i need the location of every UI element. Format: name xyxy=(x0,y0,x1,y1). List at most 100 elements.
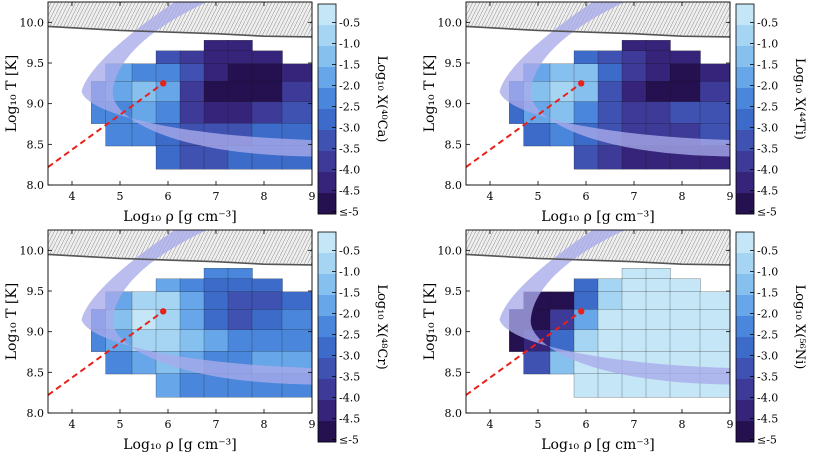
colorbar-frame xyxy=(735,3,755,215)
y-tick-label: 10.0 xyxy=(438,16,463,29)
colorbar-segment xyxy=(736,379,754,401)
contour-cell xyxy=(645,63,671,82)
contour-cell xyxy=(573,278,599,293)
contour-cell xyxy=(203,40,229,52)
dashed-line xyxy=(48,82,164,168)
nse-boundary-line xyxy=(48,25,312,38)
colorbar-segment xyxy=(736,130,754,152)
contour-cell xyxy=(573,309,599,331)
colorbar-segment xyxy=(318,337,336,359)
contour-cell xyxy=(669,101,701,124)
colorbar-segment xyxy=(736,253,754,275)
contour-cell xyxy=(573,50,599,65)
contour-cell xyxy=(227,268,253,280)
nse-boundary-line xyxy=(48,253,312,266)
contour-cell xyxy=(251,101,283,124)
contour-cell xyxy=(227,50,253,65)
colorbar-tick-label: -0.5 xyxy=(757,245,778,258)
plot-area xyxy=(48,2,312,170)
contour-cell xyxy=(179,63,205,82)
contour-cell xyxy=(203,101,229,124)
x-tick-label: 4 xyxy=(487,418,494,431)
x-tick-label: 6 xyxy=(583,190,590,203)
trajectory-band xyxy=(499,230,730,385)
colorbar-segment xyxy=(736,400,754,422)
x-tick-label: 7 xyxy=(213,418,220,431)
colorbar-segment xyxy=(736,172,754,194)
panel-top-right: 4 5 6 7 8 9 8.0 8.5 9.0 9.5 10.0 Log₁₀ ρ [g cm⁻³] Lo… xyxy=(422,1,807,225)
colorbar-segment xyxy=(318,232,336,254)
contour-cell xyxy=(621,278,647,293)
contour-cell xyxy=(179,329,205,352)
y-tick-label: 8.5 xyxy=(27,366,45,379)
x-tick-label: 5 xyxy=(535,418,542,431)
colorbar-tick-label: -3.0 xyxy=(757,122,778,135)
colorbar-segment xyxy=(318,274,336,296)
colorbar-label: Log₁₀ X(⁴⁸Cr) xyxy=(374,284,389,369)
axes-frame xyxy=(47,229,313,414)
contour-cell xyxy=(251,278,283,293)
axes-frame xyxy=(465,229,731,414)
x-tick-label: 5 xyxy=(535,190,542,203)
contour-cell xyxy=(155,50,181,65)
contour-cell xyxy=(523,123,551,147)
colorbar-frame xyxy=(317,231,337,443)
colorbar-tick-label: -1.5 xyxy=(339,287,360,300)
contour-cell xyxy=(597,329,623,352)
colorbar-tick-label: -4.0 xyxy=(339,164,360,177)
colorbar-segment xyxy=(318,400,336,422)
contour-cell xyxy=(281,329,312,352)
colorbar-segment xyxy=(318,172,336,194)
colorbar-tick-label: ≤-5 xyxy=(757,206,777,219)
contour-cell xyxy=(227,40,253,52)
contour-cell xyxy=(621,63,647,82)
contour-cell xyxy=(203,50,229,65)
contour-cell xyxy=(597,81,623,103)
contour-cell xyxy=(645,268,671,280)
contour-cell xyxy=(179,81,205,103)
contour-cell xyxy=(251,50,283,65)
contour-cell xyxy=(227,63,253,82)
colorbar-segment xyxy=(318,151,336,173)
colorbar-tick-label: -3.0 xyxy=(339,122,360,135)
contour-cell xyxy=(179,309,205,331)
y-tick-label: 10.0 xyxy=(438,244,463,257)
colorbar-tick-label: -1.0 xyxy=(757,266,778,279)
y-axis-label: Log₁₀ T [K] xyxy=(4,55,20,133)
contour-cell xyxy=(645,291,671,310)
colorbar-tick-label: -2.5 xyxy=(757,329,778,342)
contour-cell xyxy=(251,291,283,310)
contour-cell xyxy=(645,309,671,331)
contour-cell xyxy=(523,351,551,375)
y-tick-label: 8.0 xyxy=(445,407,463,420)
contour-cell xyxy=(621,291,647,310)
contour-cell xyxy=(597,145,623,170)
colorbar-label: Log₁₀ X(⁴⁰Ca) xyxy=(374,56,389,143)
contour-cell xyxy=(669,278,701,293)
colorbar-tick-label: -2.0 xyxy=(757,80,778,93)
contour-cell xyxy=(105,351,133,375)
plot-area xyxy=(466,2,730,170)
colorbar: -0.5 -1.0 -1.5 -2.0 -2.5 -3.0 -3.5 -4.0 -4.5 ≤-5 L… xyxy=(735,3,807,219)
colorbar-tick-label: -1.5 xyxy=(757,287,778,300)
y-tick-label: 10.0 xyxy=(20,16,45,29)
colorbar-tick-label: -4.0 xyxy=(339,392,360,405)
contour-cell xyxy=(227,101,253,124)
contour-cell xyxy=(699,291,730,310)
y-tick-label: 9.0 xyxy=(27,98,45,111)
contour-cell xyxy=(227,81,253,103)
contour-cell xyxy=(645,40,671,52)
contour-cell xyxy=(227,278,253,293)
colorbar-tick-label: -3.0 xyxy=(339,350,360,363)
y-tick-label: 9.5 xyxy=(27,285,45,298)
contour-cell xyxy=(621,101,647,124)
contour-cell xyxy=(251,329,283,352)
colorbar-label: Log₁₀ X(⁴⁴Ti) xyxy=(792,58,807,140)
colorbar-segment xyxy=(736,316,754,338)
colorbar-segment xyxy=(736,295,754,317)
colorbar-segment xyxy=(318,379,336,401)
nse-region xyxy=(466,2,730,37)
plot-area xyxy=(48,230,312,398)
contour-cell xyxy=(155,329,181,352)
colorbar-segment xyxy=(736,46,754,68)
